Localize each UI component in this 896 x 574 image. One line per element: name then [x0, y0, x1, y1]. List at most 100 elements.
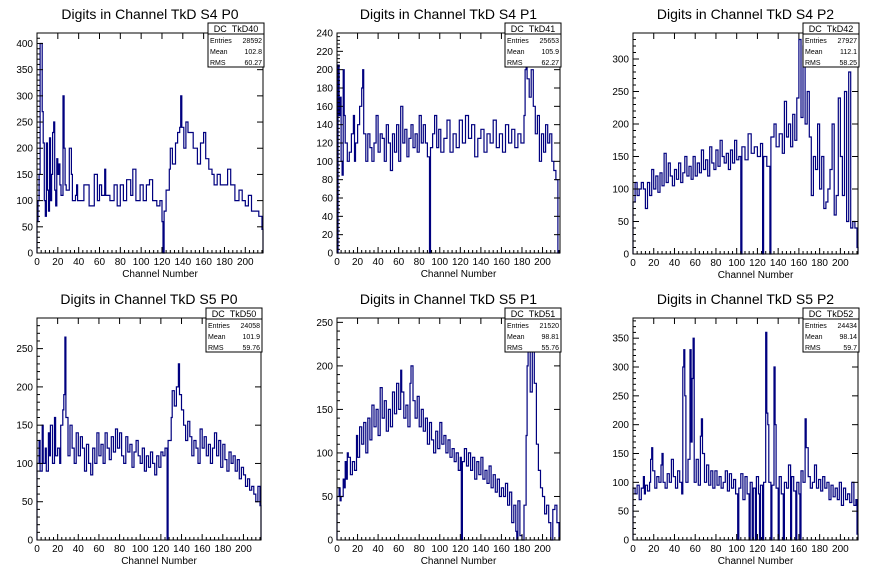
- x-tick-label: 40: [73, 544, 85, 555]
- y-tick-label: 300: [16, 91, 33, 102]
- x-axis-label: Channel Number: [718, 270, 794, 281]
- stats-row-key: Mean: [805, 334, 823, 341]
- stats-box: DC_TkD42 Entries 27927 Mean 112.1 RMS 58.25: [802, 22, 860, 68]
- y-tick-label: 150: [316, 405, 333, 416]
- y-tick-label: 100: [316, 448, 333, 459]
- x-tick-label: 200: [235, 544, 252, 555]
- x-tick-label: 160: [791, 258, 808, 269]
- plot-frame: [632, 317, 859, 541]
- x-tick-label: 100: [132, 544, 149, 555]
- x-tick-label: 0: [34, 257, 40, 268]
- x-tick-label: 200: [534, 257, 551, 268]
- x-axis-label: Channel Number: [121, 556, 197, 567]
- stats-row-key: Entries: [507, 38, 529, 45]
- x-tick-label: 140: [174, 257, 191, 268]
- stats-box-name: DC_TkD41: [511, 24, 556, 34]
- x-tick-label: 80: [115, 257, 127, 268]
- chart-title: Digits in Channel TkD S5 P0: [60, 291, 237, 307]
- x-tick-label: 80: [414, 544, 426, 555]
- chart-title: Digits in Channel TkD S4 P2: [657, 6, 834, 22]
- stats-row-value: 28592: [243, 38, 263, 45]
- x-tick-label: 80: [710, 258, 722, 269]
- x-tick-label: 160: [194, 544, 211, 555]
- stats-row-key: Mean: [507, 49, 525, 56]
- x-tick-label: 20: [352, 257, 364, 268]
- y-tick-label: 40: [322, 212, 334, 223]
- y-tick-label: 180: [316, 84, 333, 95]
- x-tick-label: 20: [52, 257, 64, 268]
- x-tick-label: 100: [431, 544, 448, 555]
- x-tick-label: 80: [414, 257, 426, 268]
- x-tick-label: 160: [195, 257, 212, 268]
- stats-row-key: Entries: [208, 323, 230, 330]
- histogram-panel: Digits in Channel TkD S5 P1 0 20 40 60 80 100 1…: [316, 291, 562, 567]
- histogram-panel: Digits in Channel TkD S5 P2 0 20 40 60 80 100 1…: [612, 291, 860, 567]
- stats-box-name: DC_TkD51: [511, 309, 556, 319]
- y-tick-label: 50: [22, 497, 34, 508]
- y-tick-label: 50: [618, 217, 630, 228]
- stats-box-name: DC_TkD42: [809, 24, 854, 34]
- x-tick-label: 200: [237, 257, 254, 268]
- x-axis-label: Channel Number: [421, 269, 497, 280]
- stats-row-value: 112.1: [840, 49, 857, 56]
- stats-row-key: RMS: [210, 60, 226, 67]
- x-tick-label: 120: [452, 544, 469, 555]
- x-tick-label: 40: [73, 257, 85, 268]
- y-tick-label: 250: [316, 318, 333, 329]
- stats-box: DC_TkD40 Entries 28592 Mean 102.8 RMS 60.27: [207, 22, 265, 68]
- histogram-series: [337, 41, 560, 254]
- x-tick-label: 140: [173, 544, 190, 555]
- y-tick-label: 300: [612, 55, 629, 66]
- x-tick-label: 40: [373, 544, 385, 555]
- x-tick-label: 160: [791, 544, 808, 555]
- y-tick-label: 100: [612, 478, 629, 489]
- x-tick-label: 0: [630, 544, 636, 555]
- stats-row-key: RMS: [805, 345, 821, 352]
- y-tick-label: 150: [16, 421, 33, 432]
- y-tick-label: 350: [16, 65, 33, 76]
- stats-row-key: Entries: [507, 323, 529, 330]
- y-tick-label: 50: [322, 492, 334, 503]
- x-tick-label: 60: [393, 257, 405, 268]
- y-tick-label: 200: [316, 65, 333, 76]
- chart-title: Digits in Channel TkD S4 P1: [360, 6, 537, 22]
- stats-box-frame: [207, 22, 265, 68]
- y-tick-label: 400: [16, 39, 33, 50]
- stats-box-frame: [802, 22, 860, 68]
- x-tick-label: 180: [214, 544, 231, 555]
- y-tick-label: 0: [623, 250, 629, 261]
- histogram-series: [632, 38, 859, 255]
- y-tick-label: 0: [327, 249, 333, 260]
- x-tick-label: 40: [373, 257, 385, 268]
- x-axis-label: Channel Number: [122, 269, 198, 280]
- stats-row-value: 21520: [540, 323, 560, 330]
- y-tick-label: 140: [316, 120, 333, 131]
- x-tick-label: 120: [749, 544, 766, 555]
- x-tick-label: 180: [811, 258, 828, 269]
- x-tick-label: 100: [728, 258, 745, 269]
- y-tick-label: 150: [612, 449, 629, 460]
- y-tick-label: 200: [16, 144, 33, 155]
- chart-title: Digits in Channel TkD S5 P2: [657, 291, 834, 307]
- histogram-series: [336, 326, 560, 541]
- x-tick-label: 0: [34, 544, 40, 555]
- stats-row-key: Mean: [210, 49, 228, 56]
- stats-row-value: 25653: [540, 38, 560, 45]
- stats-box-name: DC_TkD52: [809, 309, 854, 319]
- y-tick-label: 250: [16, 118, 33, 129]
- stats-row-value: 60.27: [244, 60, 262, 67]
- x-tick-label: 20: [52, 544, 64, 555]
- x-tick-label: 0: [630, 258, 636, 269]
- x-tick-label: 160: [493, 544, 510, 555]
- stats-row-key: RMS: [507, 60, 523, 67]
- x-tick-label: 40: [669, 258, 681, 269]
- histogram-series: [36, 42, 264, 254]
- stats-box-frame: [504, 22, 562, 68]
- y-tick-label: 200: [316, 361, 333, 372]
- y-tick-label: 100: [16, 196, 33, 207]
- stats-row-key: RMS: [507, 345, 523, 352]
- chart-title: Digits in Channel TkD S5 P1: [360, 291, 537, 307]
- stats-box: DC_TkD52 Entries 24434 Mean 98.14 RMS 59.7: [802, 307, 860, 353]
- stats-row-value: 105.9: [541, 49, 559, 56]
- x-tick-label: 60: [690, 544, 702, 555]
